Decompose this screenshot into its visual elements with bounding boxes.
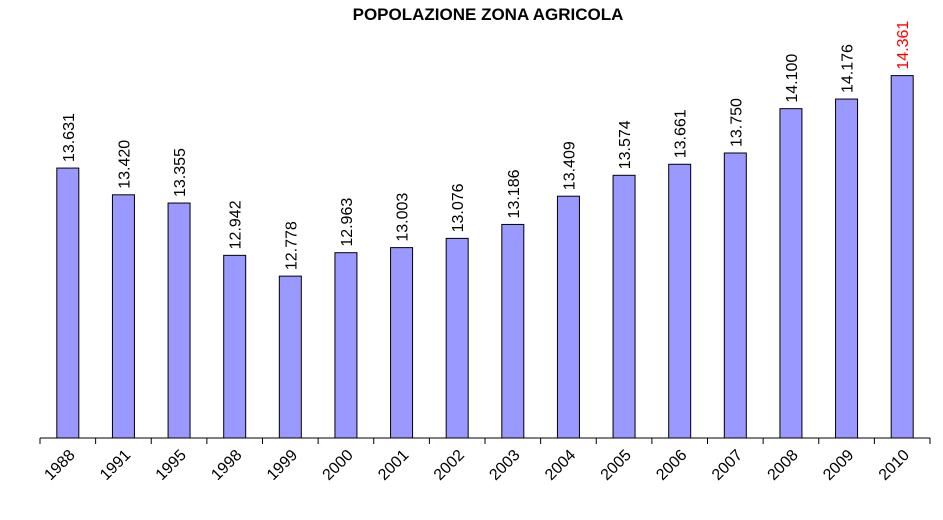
bar [835,98,859,439]
x-tick-label: 1999 [264,447,301,484]
bar [223,254,247,439]
x-tick-label: 2001 [375,447,412,484]
bar [167,202,191,439]
bar [890,75,914,439]
bar [723,152,747,439]
value-label: 13.076 [450,183,467,232]
bar [334,252,358,439]
bar [668,163,692,439]
x-tick-label: 2000 [320,447,357,484]
value-label: 12.778 [283,221,300,270]
x-tick-label: 1995 [153,447,190,484]
x-tick-label: 2005 [598,447,635,484]
value-label: 13.661 [673,109,690,158]
x-tick-label: 2010 [876,447,913,484]
value-label: 14.100 [784,54,801,103]
chart-title: POPOLAZIONE ZONA AGRICOLA [353,5,624,24]
x-tick-label: 2008 [765,447,802,484]
x-tick-label: 1991 [97,447,134,484]
value-label: 13.750 [728,98,745,147]
bar [501,223,525,439]
bar [556,195,580,439]
x-tick-label: 1998 [208,447,245,484]
x-tick-label: 2006 [653,447,690,484]
bar [390,247,414,439]
bar [111,194,135,439]
x-tick-label: 1988 [41,447,78,484]
bar [56,167,80,439]
x-tick-label: 2002 [431,447,468,484]
value-label: 13.003 [395,193,412,242]
value-label: 13.186 [506,169,523,218]
bar [278,275,302,439]
value-label: 13.420 [116,140,133,189]
x-tick-label: 2003 [486,447,523,484]
value-label: 13.409 [561,141,578,190]
value-label: 13.574 [617,120,634,169]
value-label: 12.942 [228,200,245,249]
x-tick-label: 2004 [542,447,579,484]
value-label: 14.176 [840,44,857,93]
bar [612,174,636,439]
x-tick-label: 2009 [820,447,857,484]
bar [445,237,469,439]
value-label: 13.355 [172,148,189,197]
value-label: 13.631 [61,113,78,162]
value-label: 14.361 [895,21,912,70]
bar [779,108,803,439]
x-tick-label: 2007 [709,447,746,484]
value-label: 12.963 [339,198,356,247]
